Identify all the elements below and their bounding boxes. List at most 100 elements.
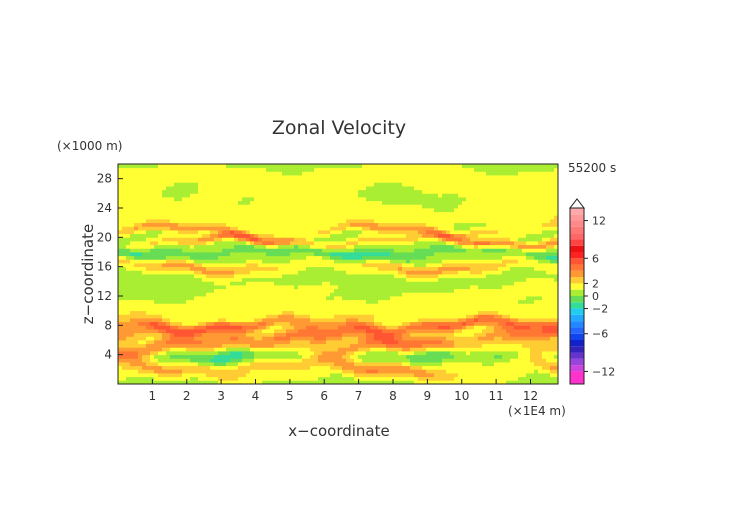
heatmap-cell: [226, 263, 231, 268]
heatmap-cell: [462, 318, 467, 323]
heatmap-cell: [194, 263, 199, 268]
heatmap-cell: [410, 270, 415, 275]
heatmap-cell: [462, 325, 467, 330]
heatmap-cell: [346, 321, 351, 326]
heatmap-cell: [406, 252, 411, 257]
heatmap-cell: [238, 226, 243, 231]
heatmap-cell: [354, 321, 359, 326]
heatmap-cell: [442, 233, 447, 238]
heatmap-cell: [382, 310, 387, 315]
heatmap-cell: [294, 255, 299, 260]
heatmap-cell: [430, 252, 435, 257]
heatmap-cell: [298, 281, 303, 286]
heatmap-cell: [226, 329, 231, 334]
heatmap-cell: [158, 329, 163, 334]
heatmap-cell: [270, 263, 275, 268]
heatmap-cell: [182, 303, 187, 308]
heatmap-cell: [142, 329, 147, 334]
heatmap-cell: [522, 285, 527, 290]
heatmap-cell: [306, 270, 311, 275]
heatmap-cell: [450, 226, 455, 231]
heatmap-cell: [206, 325, 211, 330]
heatmap-cell: [478, 336, 483, 341]
heatmap-cell: [522, 237, 527, 242]
heatmap-cell: [134, 237, 139, 242]
heatmap-cell: [298, 303, 303, 308]
heatmap-cell: [454, 255, 459, 260]
heatmap-cell: [182, 376, 187, 381]
heatmap-cell: [314, 266, 319, 271]
heatmap-cell: [122, 376, 127, 381]
heatmap-cell: [130, 310, 135, 315]
heatmap-cell: [278, 314, 283, 319]
heatmap-cell: [146, 358, 151, 363]
heatmap-cell: [498, 299, 503, 304]
heatmap-cell: [366, 373, 371, 378]
heatmap-cell: [178, 369, 183, 374]
heatmap-cell: [286, 343, 291, 348]
heatmap-cell: [278, 318, 283, 323]
heatmap-cell: [186, 226, 191, 231]
heatmap-cell: [226, 244, 231, 249]
heatmap-cell: [354, 325, 359, 330]
heatmap-cell: [154, 365, 159, 370]
heatmap-cell: [426, 255, 431, 260]
heatmap-cell: [530, 226, 535, 231]
heatmap-cell: [470, 222, 475, 227]
heatmap-cell: [374, 252, 379, 257]
heatmap-cell: [134, 362, 139, 367]
heatmap-cell: [518, 299, 523, 304]
heatmap-cell: [154, 266, 159, 271]
heatmap-cell: [514, 274, 519, 279]
heatmap-cell: [166, 362, 171, 367]
heatmap-cell: [342, 332, 347, 337]
heatmap-cell: [222, 362, 227, 367]
heatmap-cell: [546, 329, 551, 334]
heatmap-cell: [154, 362, 159, 367]
heatmap-cell: [118, 241, 123, 246]
heatmap-cell: [178, 263, 183, 268]
heatmap-cell: [122, 255, 127, 260]
heatmap-cell: [510, 237, 515, 242]
heatmap-cell: [442, 281, 447, 286]
heatmap-cell: [138, 226, 143, 231]
heatmap-cell: [326, 244, 331, 249]
heatmap-cell: [158, 318, 163, 323]
heatmap-cell: [386, 241, 391, 246]
heatmap-cell: [258, 241, 263, 246]
heatmap-cell: [134, 299, 139, 304]
heatmap-cell: [202, 255, 207, 260]
heatmap-cell: [142, 369, 147, 374]
heatmap-cell: [362, 314, 367, 319]
heatmap-cell: [418, 310, 423, 315]
heatmap-cell: [130, 255, 135, 260]
heatmap-cell: [254, 343, 259, 348]
heatmap-cell: [446, 274, 451, 279]
heatmap-cell: [538, 369, 543, 374]
heatmap-cell: [470, 354, 475, 359]
heatmap-cell: [322, 362, 327, 367]
heatmap-cell: [438, 314, 443, 319]
heatmap-cell: [226, 340, 231, 345]
heatmap-cell: [266, 226, 271, 231]
heatmap-cell: [266, 296, 271, 301]
heatmap-cell: [126, 263, 131, 268]
heatmap-cell: [282, 255, 287, 260]
heatmap-cell: [286, 263, 291, 268]
heatmap-cell: [146, 259, 151, 264]
heatmap-cell: [310, 369, 315, 374]
heatmap-cell: [474, 230, 479, 235]
heatmap-cell: [422, 248, 427, 253]
heatmap-cell: [170, 343, 175, 348]
heatmap-cell: [230, 244, 235, 249]
heatmap-cell: [174, 358, 179, 363]
heatmap-cell: [202, 332, 207, 337]
heatmap-cell: [322, 241, 327, 246]
heatmap-cell: [414, 270, 419, 275]
heatmap-cell: [374, 266, 379, 271]
heatmap-cell: [382, 270, 387, 275]
heatmap-cell: [162, 237, 167, 242]
heatmap-cell: [306, 365, 311, 370]
heatmap-cell: [474, 314, 479, 319]
heatmap-cell: [442, 226, 447, 231]
